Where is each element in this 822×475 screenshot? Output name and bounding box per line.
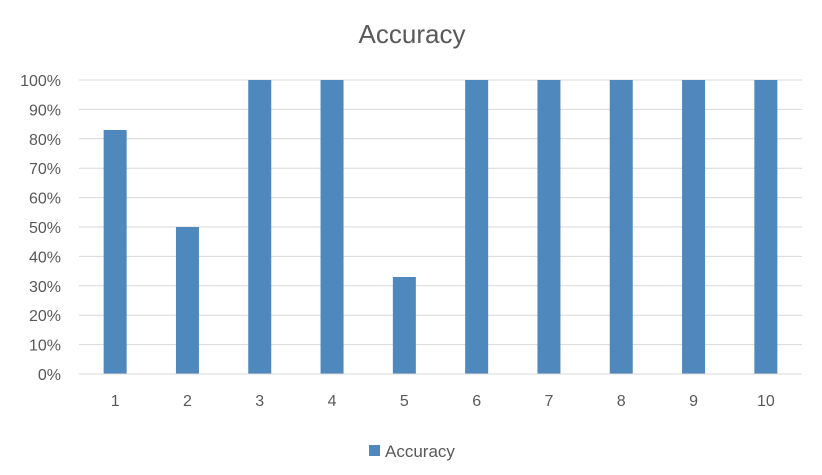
x-tick-label: 3 [255, 393, 264, 410]
y-axis-ticks: 0% 10% 20% 30% 40% 50% 60% 70% 80% 90% 100% [20, 73, 61, 384]
y-tick-label: 70% [29, 161, 61, 178]
y-tick-label: 50% [29, 220, 61, 237]
legend-label-accuracy: Accuracy [385, 442, 455, 461]
bar-4 [320, 80, 344, 374]
x-tick-label: 8 [617, 393, 626, 410]
x-tick-label: 7 [544, 393, 553, 410]
y-tick-label: 30% [29, 279, 61, 296]
legend: Accuracy [369, 442, 455, 461]
x-tick-label: 6 [472, 393, 481, 410]
gridlines [79, 79, 802, 346]
x-tick-label: 2 [183, 393, 192, 410]
bars [103, 80, 778, 374]
y-tick-label: 80% [29, 132, 61, 149]
bar-1 [103, 129, 127, 374]
x-tick-label: 9 [689, 393, 698, 410]
y-tick-label: 40% [29, 249, 61, 266]
bar-3 [248, 80, 272, 374]
bar-5 [392, 276, 416, 374]
bar-6 [465, 80, 489, 374]
bar-2 [175, 227, 199, 374]
x-axis-ticks: 1 2 3 4 5 6 7 8 9 10 [111, 393, 775, 410]
x-tick-label: 10 [757, 393, 775, 410]
y-tick-label: 90% [29, 102, 61, 119]
bar-8 [609, 80, 633, 374]
y-tick-label: 0% [38, 367, 61, 384]
bar-10 [754, 80, 778, 374]
y-tick-label: 60% [29, 191, 61, 208]
chart-title: Accuracy [359, 19, 466, 49]
y-tick-label: 10% [29, 338, 61, 355]
y-tick-label: 100% [20, 73, 61, 90]
x-tick-label: 4 [328, 393, 337, 410]
x-tick-label: 5 [400, 393, 409, 410]
x-tick-label: 1 [111, 393, 120, 410]
bar-7 [537, 80, 561, 374]
bar-9 [682, 80, 706, 374]
legend-swatch [369, 445, 380, 456]
y-tick-label: 20% [29, 308, 61, 325]
